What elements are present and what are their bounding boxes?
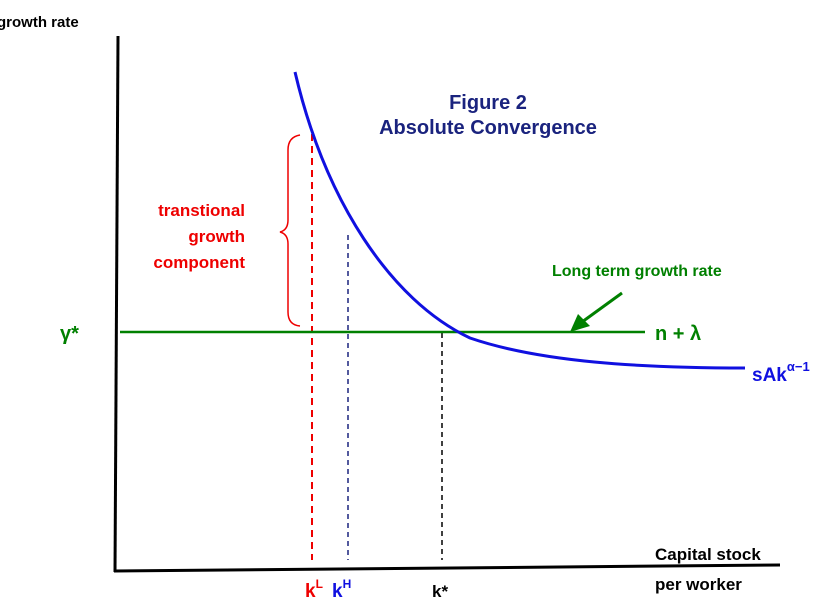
brace-label: transtional (158, 201, 245, 220)
brace-label: growth (188, 227, 245, 246)
y-label: growth rate (0, 14, 79, 31)
curve-label: sAkα−1 (752, 359, 810, 386)
line-label: n + λ (655, 323, 701, 345)
kl-sup: L (316, 577, 323, 591)
x-label: Capital stock (655, 545, 761, 564)
kh-sup: H (343, 577, 352, 591)
x-label: per worker (655, 575, 742, 594)
x-axis (113, 563, 781, 573)
brace-label: component (153, 253, 245, 272)
kl-base: k (305, 581, 316, 601)
curve-label-base: sAk (752, 365, 787, 386)
kh-base: k (332, 581, 343, 601)
long-term-label: Long term growth rate (552, 263, 722, 280)
curve-label-sup: α−1 (787, 359, 810, 374)
kl-label: kL (305, 577, 323, 601)
kh-label: kH (332, 577, 351, 601)
y-axis (113, 35, 120, 573)
arrow (581, 291, 623, 324)
title: Absolute Convergence (379, 117, 597, 139)
title: Figure 2 (449, 92, 527, 114)
arrow-head (570, 314, 590, 332)
kstar-label: k* (432, 582, 448, 601)
curve (293, 71, 746, 370)
gamma-label: γ* (60, 323, 79, 345)
brace (279, 134, 301, 327)
